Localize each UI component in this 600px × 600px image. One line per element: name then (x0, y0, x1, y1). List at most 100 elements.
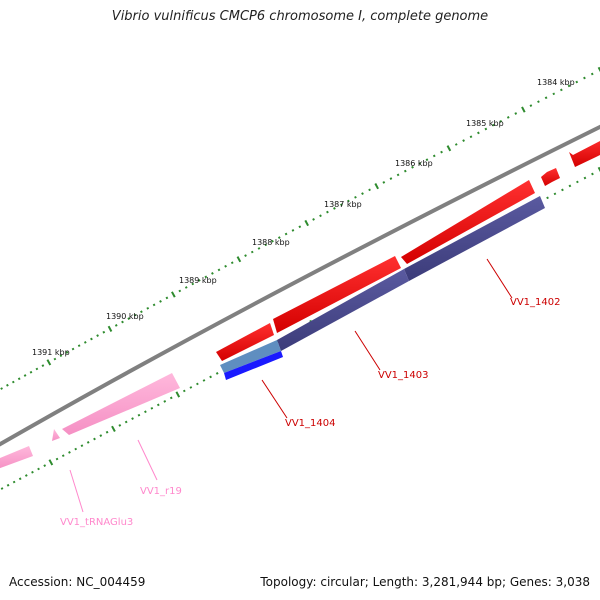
minor-tick (105, 430, 109, 434)
minor-tick (31, 470, 34, 474)
major-tick (175, 391, 181, 398)
kbp-label-1387: 1387 kbp (324, 200, 362, 209)
minor-tick (61, 454, 65, 458)
minor-tick (140, 310, 143, 314)
minor-tick (591, 172, 594, 176)
genome-stats-text: Topology: circular; Length: 3,281,944 bp… (260, 575, 590, 589)
minor-tick (6, 483, 10, 487)
minor-tick (217, 268, 221, 272)
gene-bar-vv1-1403 (277, 269, 409, 351)
minor-tick (561, 188, 564, 192)
major-tick (236, 256, 242, 263)
minor-tick (575, 80, 579, 84)
minor-tick (53, 357, 57, 361)
minor-tick (484, 127, 488, 131)
minor-tick (59, 354, 63, 358)
cds-arrow (569, 141, 600, 167)
gene-label-vv1-1402: VV1_1402 (510, 297, 561, 308)
trna-mark-vv1-trnaglu3 (52, 429, 60, 441)
minor-tick (567, 84, 571, 88)
minor-tick (163, 400, 167, 403)
minor-tick (191, 282, 195, 286)
minor-tick (137, 413, 141, 417)
minor-tick (178, 289, 182, 293)
minor-tick (244, 254, 247, 257)
minor-tick (124, 420, 128, 424)
minor-tick (68, 451, 71, 454)
minor-tick (312, 218, 315, 221)
minor-tick (264, 243, 268, 247)
minor-tick (347, 199, 350, 203)
minor-tick (553, 192, 557, 196)
cds-track (216, 141, 600, 361)
minor-tick (182, 389, 186, 393)
gene-bar-vv1-1402 (404, 196, 545, 281)
leader-vv1-trnaglu3 (69, 469, 84, 513)
minor-tick (189, 386, 193, 389)
major-tick (521, 106, 526, 113)
gene-bar-vv1-1404-dark (224, 351, 283, 380)
minor-tick (90, 337, 93, 341)
major-tick (446, 145, 452, 152)
minor-tick (361, 192, 364, 195)
minor-tick (469, 135, 473, 139)
gene-label-vv1-r19: VV1_r19 (140, 486, 182, 497)
leader-vv1-1404 (261, 379, 288, 419)
minor-tick (271, 239, 274, 243)
gene-label-vv1-1403: VV1_1403 (378, 370, 429, 381)
minor-tick (156, 403, 160, 407)
minor-tick (41, 364, 45, 368)
minor-tick (77, 344, 81, 348)
minor-tick (462, 139, 465, 142)
minor-tick (425, 158, 429, 162)
gene-track (220, 196, 545, 380)
minor-tick (277, 236, 281, 240)
minor-tick (514, 112, 518, 115)
minor-tick (0, 387, 3, 390)
minor-tick (55, 457, 59, 461)
minor-tick (298, 225, 302, 229)
minor-tick (152, 303, 156, 307)
major-tick (374, 183, 379, 190)
minor-tick (560, 88, 563, 92)
minor-tick (389, 177, 393, 180)
minor-tick (319, 214, 322, 218)
minor-tick (568, 184, 572, 188)
gene-labels: VV1_1402 VV1_1403 VV1_1404 VV1_r19 VV1_t… (60, 297, 561, 528)
accession-text: Accession: NC_004459 (9, 575, 146, 589)
minor-tick (432, 154, 436, 158)
minor-tick (133, 313, 137, 317)
kbp-labels: 1384 kbp 1385 kbp 1386 kbp 1387 kbp 1388… (32, 78, 575, 357)
outer-tick-ring (0, 66, 600, 390)
minor-tick (204, 275, 208, 279)
minor-tick (215, 372, 219, 375)
gene-label-vv1-1404: VV1_1404 (285, 418, 336, 429)
minor-tick (29, 370, 33, 374)
cds-arrow (273, 256, 401, 333)
minor-tick (440, 150, 443, 154)
minor-tick (382, 181, 386, 184)
cds-arrow (541, 168, 560, 186)
minor-tick (37, 467, 40, 471)
minor-tick (43, 464, 47, 468)
rna-arrow (0, 446, 33, 469)
minor-tick (202, 379, 206, 382)
major-tick (597, 66, 600, 73)
minor-tick (65, 351, 69, 354)
major-tick (171, 291, 176, 298)
leader-vv1-1402 (486, 258, 513, 299)
minor-tick (250, 250, 254, 254)
gene-bar-vv1-1404-light (220, 340, 281, 373)
minor-tick (224, 264, 227, 268)
minor-tick (583, 76, 586, 80)
major-tick (597, 166, 600, 173)
kbp-label-1391: 1391 kbp (32, 348, 70, 357)
minor-tick (396, 173, 400, 177)
kbp-label-1385: 1385 kbp (466, 119, 504, 128)
minor-tick (12, 480, 16, 484)
major-tick (304, 219, 309, 227)
minor-tick (169, 396, 173, 400)
minor-tick (114, 324, 118, 327)
minor-tick (354, 195, 357, 199)
